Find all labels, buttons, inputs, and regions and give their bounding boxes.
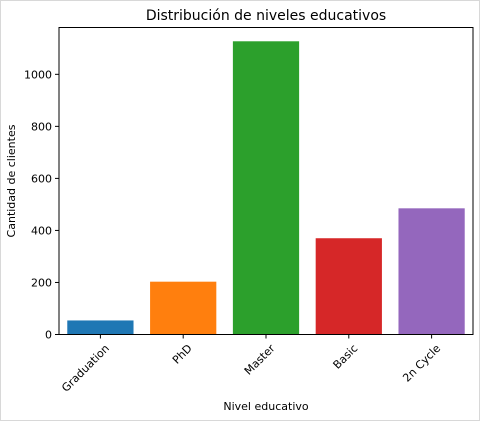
y-tick-label: 1000 bbox=[24, 68, 52, 81]
plot-frame bbox=[58, 27, 474, 335]
y-tick-label: 200 bbox=[31, 276, 52, 289]
bar-2n-cycle bbox=[398, 208, 465, 335]
x-axis-label: Nivel educativo bbox=[223, 400, 309, 413]
bar-master bbox=[232, 41, 300, 335]
chart-title: Distribución de niveles educativos bbox=[146, 8, 386, 24]
bar-graduation bbox=[67, 320, 134, 335]
bar-basic bbox=[315, 238, 382, 335]
bars-group bbox=[67, 41, 465, 335]
y-tick-label: 400 bbox=[31, 224, 52, 237]
y-tick-label: 600 bbox=[31, 172, 52, 185]
y-axis-label: Cantidad de clientes bbox=[5, 124, 18, 237]
y-axis: 0 200 400 600 800 1000 bbox=[24, 68, 59, 342]
y-tick-label: 0 bbox=[45, 329, 52, 342]
bar-phd bbox=[150, 281, 217, 335]
y-tick-label: 800 bbox=[31, 120, 52, 133]
